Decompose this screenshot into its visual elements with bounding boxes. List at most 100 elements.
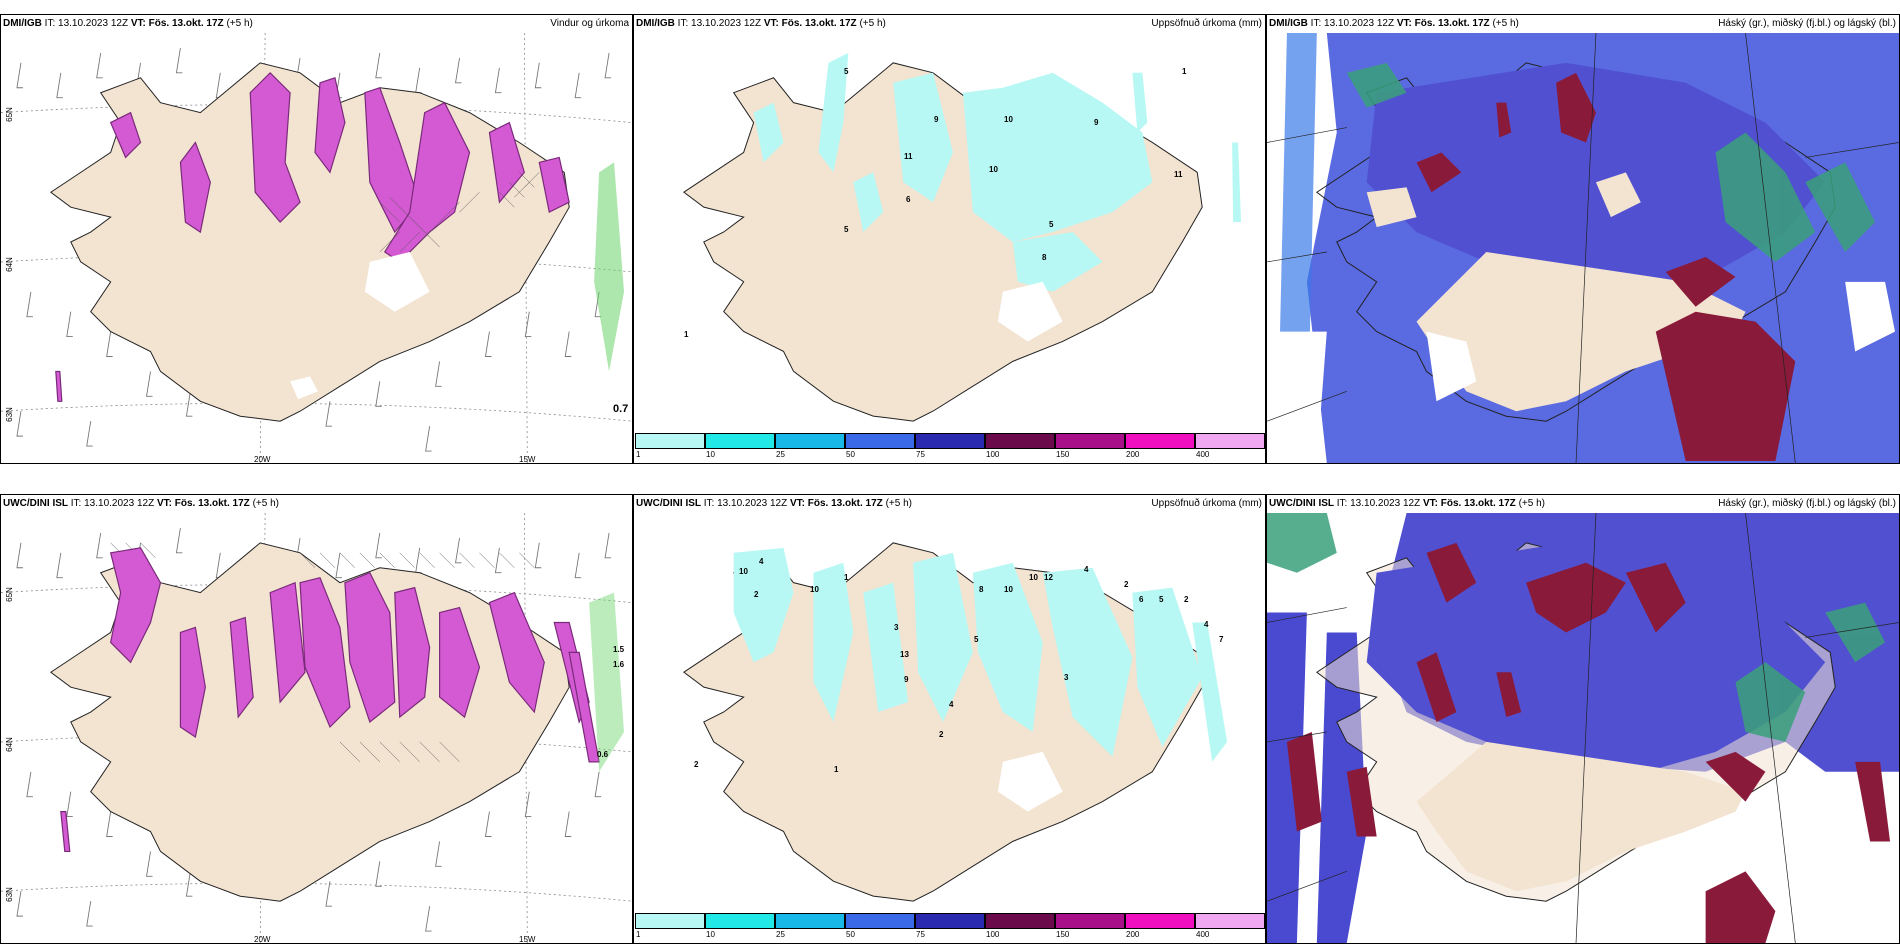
panel-dmi-wind-precip: DMI/IGB IT: 13.10.2023 12Z VT: Fös. 13.o… — [0, 14, 633, 464]
lon-label: 15W — [519, 455, 536, 464]
colorbar-tick: 50 — [846, 930, 855, 939]
amount-label: 10 — [989, 165, 998, 174]
amount-label: 5 — [844, 67, 849, 76]
amount-label: 3 — [1064, 673, 1069, 682]
colorbar-tick: 150 — [1056, 930, 1070, 939]
amount-label: 1 — [834, 765, 839, 774]
colorbar-tick: 75 — [916, 930, 925, 939]
lon-label: 20W — [254, 935, 271, 944]
lat-label: 65N — [4, 107, 14, 122]
amount-label: 11 — [904, 152, 913, 161]
amount-label: 10 — [1029, 573, 1038, 582]
panel-dmi-clouds: DMI/IGB IT: 13.10.2023 12Z VT: Fös. 13.o… — [1266, 14, 1900, 464]
accum-precip-map[interactable] — [634, 513, 1265, 913]
amount-label: 5 — [1049, 220, 1054, 229]
amount-label: 3 — [894, 623, 899, 632]
precip-colorbar: 1 10 25 50 75 100 150 200 400 — [634, 913, 1265, 943]
amount-label: 10 — [810, 585, 819, 594]
valid-time: VT: Fös. 13.okt. 17Z — [789, 498, 883, 509]
init-time: IT: 13.10.2023 12Z — [1310, 18, 1395, 29]
amount-label: 11 — [1174, 170, 1183, 179]
model-source: UWC/DINI ISL — [636, 498, 701, 509]
amount-label: 6 — [1139, 595, 1144, 604]
colorbar-swatch — [915, 433, 985, 449]
colorbar-tick: 200 — [1126, 450, 1140, 459]
colorbar-swatch — [1195, 433, 1265, 449]
amount-label: 9 — [904, 675, 909, 684]
colorbar-swatch — [705, 913, 775, 929]
lead-time: (+5 h) — [859, 18, 886, 29]
colorbar-tick: 100 — [986, 450, 1000, 459]
amount-label: 10 — [739, 567, 748, 576]
precip-value-label: 0.6 — [597, 750, 609, 759]
wind-precip-map[interactable] — [1, 513, 632, 943]
colorbar-swatch — [635, 433, 705, 449]
colorbar-swatch — [1195, 913, 1265, 929]
valid-time: VT: Fös. 13.okt. 17Z — [130, 18, 224, 29]
colorbar-swatch — [1125, 913, 1195, 929]
amount-label: 1 — [1182, 67, 1187, 76]
model-source: DMI/IGB — [636, 18, 675, 29]
colorbar-tick: 1 — [636, 450, 641, 459]
amount-label: 8 — [1042, 253, 1047, 262]
amount-label: 2 — [754, 590, 759, 599]
lon-label: 15W — [519, 935, 536, 944]
amount-label: 1 — [844, 573, 849, 582]
lead-time: (+5 h) — [1518, 498, 1545, 509]
accum-precip-map[interactable] — [634, 33, 1265, 433]
wind-precip-map[interactable] — [1, 33, 632, 463]
colorbar-tick: 10 — [706, 930, 715, 939]
model-source: UWC/DINI ISL — [1269, 498, 1334, 509]
amount-label: 2 — [694, 760, 699, 769]
amount-label: 2 — [939, 730, 944, 739]
colorbar-swatch — [985, 913, 1055, 929]
valid-time: VT: Fös. 13.okt. 17Z — [156, 498, 250, 509]
colorbar-tick: 100 — [986, 930, 1000, 939]
amount-label: 5 — [844, 225, 849, 234]
colorbar-swatch — [635, 913, 705, 929]
colorbar-swatch — [845, 433, 915, 449]
colorbar-swatch — [1125, 433, 1195, 449]
valid-time: VT: Fös. 13.okt. 17Z — [1396, 18, 1490, 29]
colorbar-tick: 75 — [916, 450, 925, 459]
colorbar-swatch — [985, 433, 1055, 449]
panel-header: UWC/DINI ISL IT: 13.10.2023 12Z VT: Fös.… — [1267, 495, 1899, 513]
model-source: DMI/IGB — [1269, 18, 1308, 29]
colorbar-swatch — [1055, 433, 1125, 449]
colorbar-swatch — [915, 913, 985, 929]
colorbar-tick: 150 — [1056, 450, 1070, 459]
colorbar-tick: 400 — [1196, 930, 1210, 939]
amount-label: 4 — [949, 700, 954, 709]
amount-label: 1 — [684, 330, 689, 339]
init-time: IT: 13.10.2023 12Z — [1336, 498, 1421, 509]
panel-header: UWC/DINI ISL IT: 13.10.2023 12Z VT: Fös.… — [634, 495, 1265, 513]
amount-label: 10 — [1004, 585, 1013, 594]
colorbar-tick: 200 — [1126, 930, 1140, 939]
cloud-cover-map[interactable] — [1267, 33, 1899, 463]
panel-title: Uppsöfnuð úrkoma (mm) — [1151, 18, 1262, 29]
lead-time: (+5 h) — [885, 498, 912, 509]
cloud-cover-map[interactable] — [1267, 513, 1899, 943]
lat-label: 64N — [4, 257, 14, 272]
init-time: IT: 13.10.2023 12Z — [677, 18, 762, 29]
colorbar-swatch — [1055, 913, 1125, 929]
panel-header: UWC/DINI ISL IT: 13.10.2023 12Z VT: Fös.… — [1, 495, 632, 513]
colorbar-tick: 50 — [846, 450, 855, 459]
amount-label: 6 — [906, 195, 911, 204]
panel-header: DMI/IGB IT: 13.10.2023 12Z VT: Fös. 13.o… — [1, 15, 632, 33]
amount-label: 10 — [1004, 115, 1013, 124]
valid-time: VT: Fös. 13.okt. 17Z — [763, 18, 857, 29]
colorbar-tick: 25 — [776, 930, 785, 939]
valid-time: VT: Fös. 13.okt. 17Z — [1422, 498, 1516, 509]
panel-uwc-accum-precip: UWC/DINI ISL IT: 13.10.2023 12Z VT: Fös.… — [633, 494, 1266, 944]
amount-label: 8 — [979, 585, 984, 594]
panel-header: DMI/IGB IT: 13.10.2023 12Z VT: Fös. 13.o… — [1267, 15, 1899, 33]
amount-label: 2 — [1124, 580, 1129, 589]
panel-title: Háský (gr.), miðský (fj.bl.) og lágský (… — [1718, 18, 1896, 29]
lead-time: (+5 h) — [252, 498, 279, 509]
amount-label: 13 — [900, 650, 909, 659]
init-time: IT: 13.10.2023 12Z — [44, 18, 129, 29]
precip-value-label: 1.6 — [613, 660, 625, 669]
amount-label: 4 — [1084, 565, 1089, 574]
amount-label: 4 — [759, 557, 764, 566]
